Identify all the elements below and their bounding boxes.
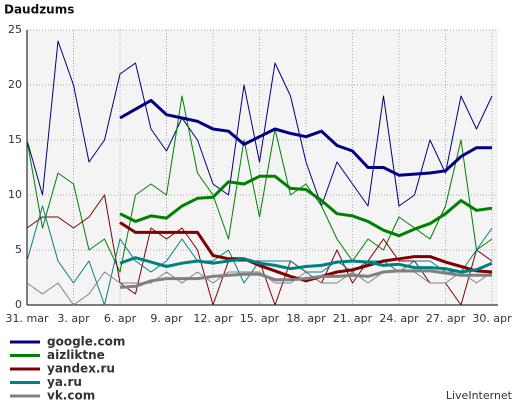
legend-label: vk.com: [47, 389, 95, 403]
y-tick-label: 10: [8, 188, 22, 201]
series-line: [26, 40, 493, 207]
x-tick-label: 3. apr: [57, 312, 90, 325]
y-tick-label: 5: [15, 243, 22, 256]
legend-label: aizliktne: [47, 348, 105, 362]
y-tick-label: 25: [8, 23, 22, 36]
y-tick-label: 0: [15, 298, 22, 311]
series-average-line: [119, 269, 492, 289]
x-tick-label: 18. apr: [286, 312, 326, 325]
x-tick-label: 15. apr: [240, 312, 280, 325]
y-tick-label: 15: [8, 133, 22, 146]
series-average-line: [119, 98, 492, 177]
series-average-line: [119, 174, 493, 238]
x-tick-label: 30. apr: [472, 312, 512, 325]
series-average-line: [119, 221, 493, 283]
x-tick-label: 27. apr: [426, 312, 466, 325]
series-average-line: [119, 256, 493, 274]
x-tick-label: 31. mar: [6, 312, 49, 325]
x-tick-label: 12. apr: [193, 312, 233, 325]
legend-label: google.com: [47, 335, 125, 349]
x-tick-label: 24. apr: [379, 312, 419, 325]
x-tick-label: 21. apr: [333, 312, 373, 325]
x-tick-label: 9. apr: [150, 312, 183, 325]
legend-label: yandex.ru: [47, 362, 115, 376]
series-line: [26, 205, 493, 306]
x-tick-label: 6. apr: [104, 312, 137, 325]
plot-area: [27, 30, 498, 305]
brand: LiveInternet: [446, 389, 513, 402]
chart-title: Daudzums: [4, 3, 74, 17]
legend-label: ya.ru: [47, 375, 82, 389]
y-tick-label: 20: [8, 78, 22, 91]
